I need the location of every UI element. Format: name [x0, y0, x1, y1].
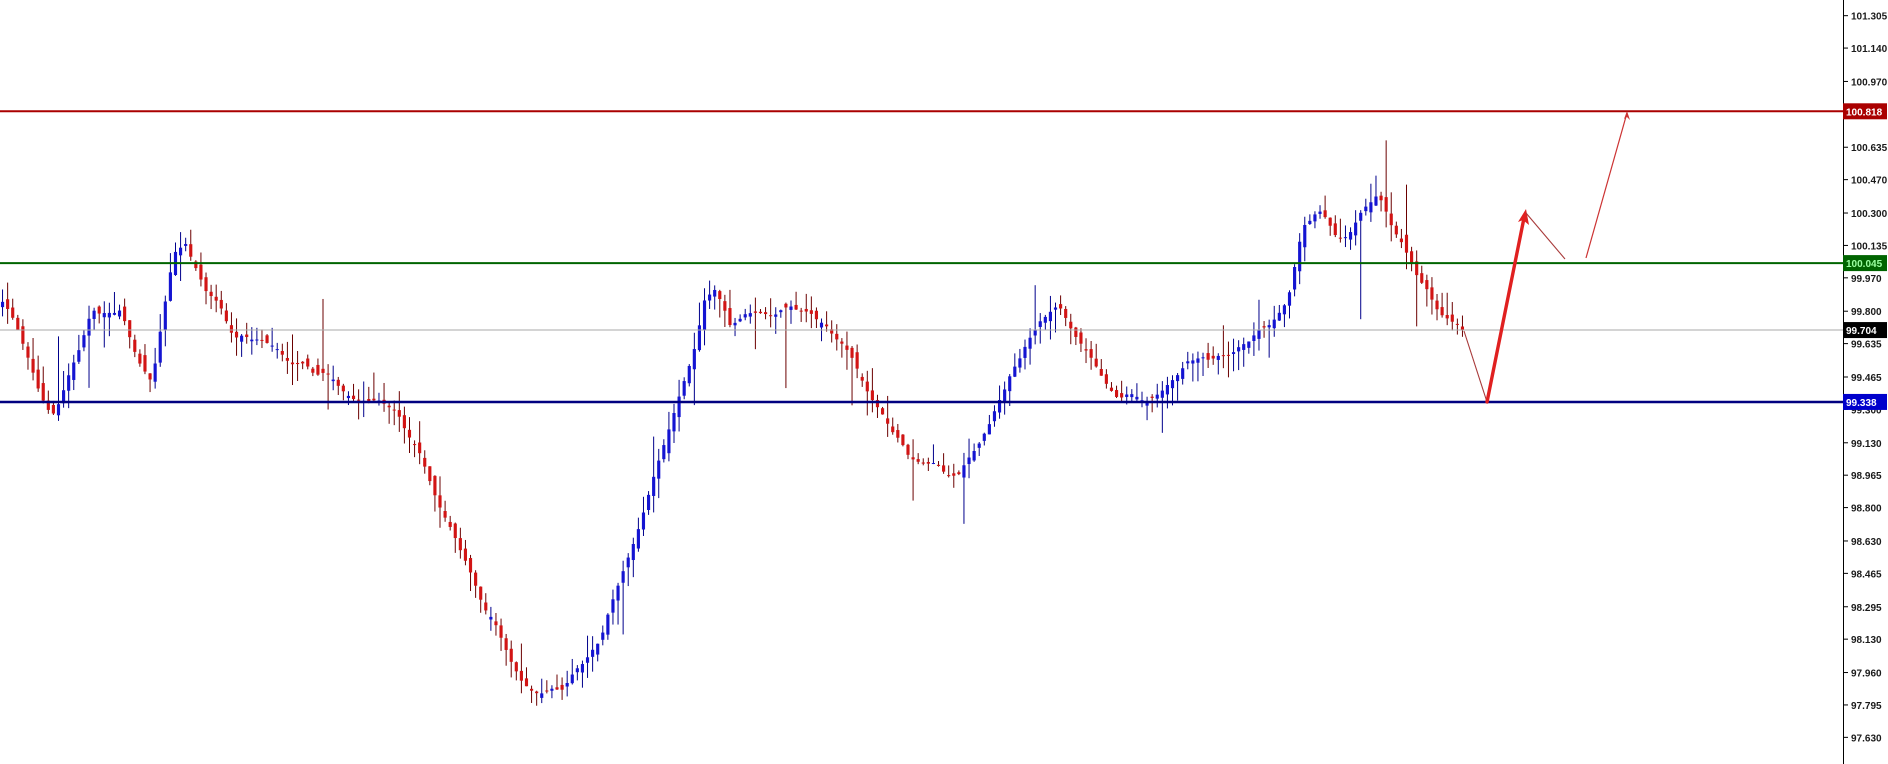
- svg-text:100.135: 100.135: [1851, 241, 1888, 252]
- svg-text:97.795: 97.795: [1851, 701, 1882, 712]
- svg-text:100.635: 100.635: [1851, 143, 1888, 154]
- svg-text:99.338: 99.338: [1846, 398, 1877, 409]
- svg-text:101.305: 101.305: [1851, 12, 1888, 23]
- svg-text:99.635: 99.635: [1851, 340, 1882, 351]
- svg-text:98.800: 98.800: [1851, 504, 1882, 515]
- svg-text:97.630: 97.630: [1851, 733, 1882, 744]
- svg-text:99.704: 99.704: [1846, 326, 1877, 337]
- svg-text:99.970: 99.970: [1851, 274, 1882, 285]
- svg-text:99.130: 99.130: [1851, 439, 1882, 450]
- svg-text:98.630: 98.630: [1851, 537, 1882, 548]
- svg-text:100.045: 100.045: [1846, 259, 1883, 270]
- svg-text:100.970: 100.970: [1851, 77, 1888, 88]
- svg-text:97.960: 97.960: [1851, 669, 1882, 680]
- svg-text:100.470: 100.470: [1851, 176, 1888, 187]
- svg-text:99.800: 99.800: [1851, 307, 1882, 318]
- svg-text:98.295: 98.295: [1851, 603, 1882, 614]
- svg-text:100.300: 100.300: [1851, 209, 1888, 220]
- svg-text:98.465: 98.465: [1851, 569, 1882, 580]
- svg-text:101.140: 101.140: [1851, 44, 1888, 55]
- svg-text:98.130: 98.130: [1851, 635, 1882, 646]
- svg-text:99.465: 99.465: [1851, 373, 1882, 384]
- svg-text:100.818: 100.818: [1846, 107, 1883, 118]
- svg-text:98.965: 98.965: [1851, 471, 1882, 482]
